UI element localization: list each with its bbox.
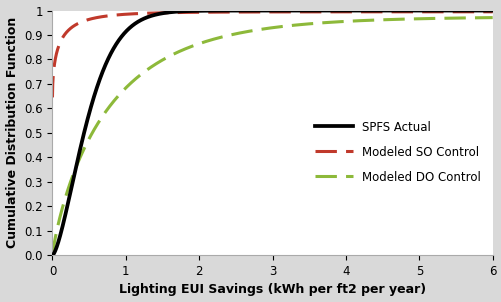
SPFS Actual bbox=[433, 9, 439, 12]
Modeled SO Control bbox=[488, 10, 494, 14]
SPFS Actual bbox=[126, 27, 132, 31]
SPFS Actual bbox=[49, 253, 55, 257]
Modeled SO Control bbox=[100, 15, 106, 18]
Modeled DO Control bbox=[100, 114, 106, 118]
SPFS Actual bbox=[218, 9, 224, 12]
Line: Modeled SO Control: Modeled SO Control bbox=[52, 12, 491, 97]
Modeled DO Control bbox=[126, 83, 132, 87]
Modeled SO Control bbox=[237, 10, 243, 14]
Modeled DO Control bbox=[488, 16, 494, 19]
Modeled DO Control bbox=[49, 253, 55, 257]
Modeled SO Control bbox=[480, 10, 486, 14]
Modeled DO Control bbox=[237, 31, 243, 35]
Modeled SO Control bbox=[433, 10, 439, 14]
Modeled DO Control bbox=[218, 35, 224, 39]
Modeled DO Control bbox=[433, 17, 439, 20]
Line: SPFS Actual: SPFS Actual bbox=[52, 11, 491, 255]
Modeled DO Control bbox=[480, 16, 486, 20]
Y-axis label: Cumulative Distribution Function: Cumulative Distribution Function bbox=[6, 17, 19, 249]
Modeled SO Control bbox=[218, 10, 224, 14]
X-axis label: Lighting EUI Savings (kWh per ft2 per year): Lighting EUI Savings (kWh per ft2 per ye… bbox=[119, 284, 425, 297]
Modeled SO Control bbox=[49, 95, 55, 99]
SPFS Actual bbox=[237, 9, 243, 12]
SPFS Actual bbox=[488, 9, 494, 12]
Line: Modeled DO Control: Modeled DO Control bbox=[52, 18, 491, 255]
SPFS Actual bbox=[480, 9, 486, 12]
SPFS Actual bbox=[100, 70, 106, 73]
Modeled SO Control bbox=[126, 12, 132, 16]
Legend: SPFS Actual, Modeled SO Control, Modeled DO Control: SPFS Actual, Modeled SO Control, Modeled… bbox=[308, 115, 486, 190]
SPFS Actual bbox=[487, 9, 493, 12]
